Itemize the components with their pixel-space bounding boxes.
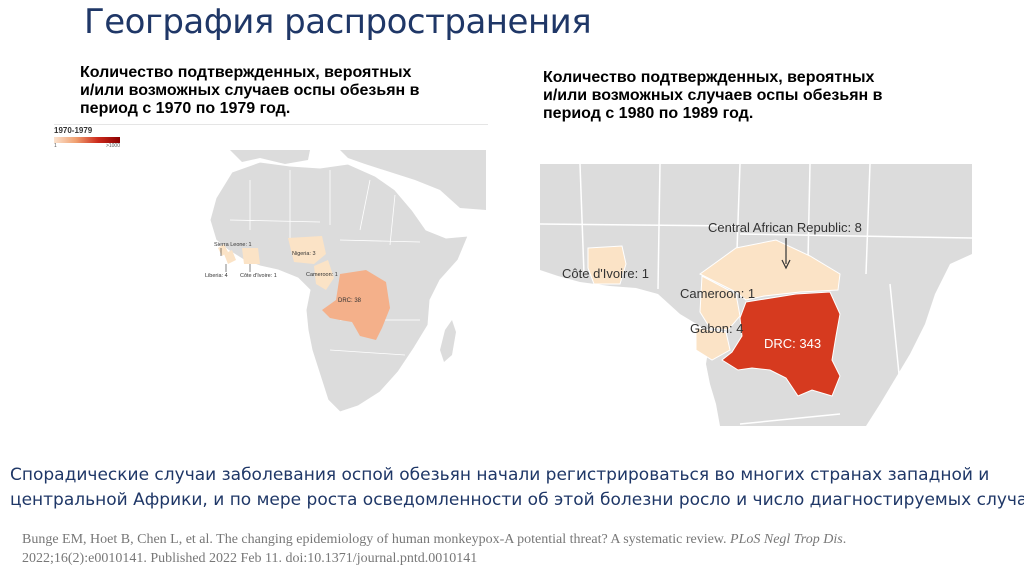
citation-authors: Bunge EM, Hoet B, Chen L, et al. The cha…: [22, 532, 731, 547]
caption-line: период с 1970 по 1979 год.: [80, 100, 291, 117]
cote-divoire-region: [587, 245, 627, 285]
left-map-caption: Количество подтвержденных, вероятных и/и…: [80, 64, 419, 118]
caption-line: период с 1980 по 1989 год.: [543, 105, 754, 122]
right-map-caption: Количество подтвержденных, вероятных и/и…: [543, 69, 882, 123]
caption-line: Количество подтвержденных, вероятных: [80, 64, 412, 81]
middle-east-landmass: [340, 150, 486, 210]
label-drc: DRC: 38: [338, 298, 362, 304]
drc-region: [322, 270, 390, 340]
divider: [54, 124, 488, 125]
summary-text: Спорадические случаи заболевания оспой о…: [10, 463, 1024, 513]
label-liberia: Liberia: 4: [205, 273, 228, 279]
caption-line: Количество подтвержденных, вероятных: [543, 69, 875, 86]
car-region: [699, 239, 841, 301]
cameroon-region: [699, 275, 741, 331]
label-cameroon: Cameroon: 1: [306, 272, 338, 278]
label-car: Central African Republic: 8: [708, 220, 862, 235]
africa-map-1970s: Sierra Leone: 1 Liberia: 4 Côte d'Ivoire…: [190, 150, 486, 424]
caption-line: и/или возможных случаев оспы обезьян в: [80, 82, 420, 99]
liberia-region: [224, 250, 236, 264]
citation-line-1: Bunge EM, Hoet B, Chen L, et al. The cha…: [22, 530, 1022, 549]
citation-line-2: 2022;16(2):e0010141. Published 2022 Feb …: [22, 551, 478, 566]
map-legend: 1970-1979 1 >1000: [54, 126, 124, 149]
citation-journal: PLoS Negl Trop Dis: [730, 532, 843, 547]
label-drc: DRC: 343: [764, 336, 821, 351]
label-gabon: Gabon: 4: [690, 321, 744, 336]
label-cameroon: Cameroon: 1: [680, 286, 755, 301]
caption-line: и/или возможных случаев оспы обезьян в: [543, 87, 883, 104]
legend-gradient: [54, 137, 120, 143]
nigeria-region: [288, 236, 326, 264]
arrowhead-icon: [781, 259, 791, 270]
summary-line: центральной Африки, и по мере роста осве…: [10, 490, 1024, 510]
gabon-region: [695, 327, 731, 361]
legend-min-label: 1: [54, 143, 57, 149]
citation-punct: .: [842, 532, 847, 547]
africa-map-1980s: Central African Republic: 8 Côte d'Ivoir…: [540, 164, 972, 426]
sierra-leone-region: [218, 244, 228, 256]
legend-max-label: >1000: [105, 143, 120, 149]
europe-landmass: [230, 150, 310, 164]
country-borders: [540, 164, 972, 425]
drc-region: [721, 291, 841, 397]
madagascar: [440, 320, 456, 362]
label-cote-divoire: Côte d'Ivoire: 1: [240, 273, 277, 279]
summary-line: Спорадические случаи заболевания оспой о…: [10, 465, 990, 485]
citation: Bunge EM, Hoet B, Chen L, et al. The cha…: [22, 530, 1022, 568]
slide-title: География распространения: [84, 2, 592, 42]
legend-title: 1970-1979: [54, 126, 93, 135]
cote-divoire-region: [242, 248, 260, 264]
label-nigeria: Nigeria: 3: [292, 251, 316, 257]
label-sierra-leone: Sierra Leone: 1: [214, 242, 252, 248]
cameroon-region: [314, 260, 334, 290]
label-cote-divoire: Côte d'Ivoire: 1: [562, 266, 649, 281]
